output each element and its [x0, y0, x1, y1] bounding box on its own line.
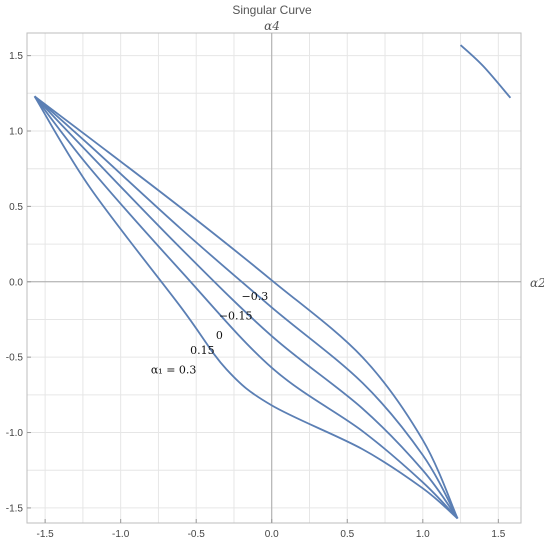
y-tick-label: -0.5	[6, 353, 24, 364]
x-tick-label: -1.5	[37, 529, 55, 540]
x-tick-label: -1.0	[112, 529, 130, 540]
x-tick-label: -0.5	[188, 529, 206, 540]
y-tick-label: 1.5	[9, 51, 23, 62]
curve-label-4: α₁ = 0.3	[151, 364, 197, 377]
y-tick-label: 0.0	[9, 277, 23, 288]
curve-series-2	[33, 95, 459, 520]
zero-axes	[27, 33, 521, 523]
y-axis-label: α4	[264, 19, 280, 33]
x-tick-label: 1.5	[491, 529, 505, 540]
curves	[33, 44, 512, 520]
grid-lines	[27, 33, 521, 523]
x-axis-label: α2	[530, 276, 544, 290]
y-tick-label: 0.5	[9, 202, 23, 213]
curve-series-5	[459, 44, 512, 99]
curve-series-3	[33, 95, 459, 520]
y-tick-label: -1.5	[6, 503, 24, 514]
x-tick-label: 0.5	[340, 529, 354, 540]
curve-labels: −0.3 −0.15 00.15 α₁ = 0.3	[151, 290, 268, 377]
curve-series-4	[33, 95, 459, 520]
curve-label-0: −0.3	[242, 290, 269, 303]
curve-series-1	[33, 95, 459, 519]
x-tick-label: 0.0	[265, 529, 279, 540]
y-tick-label: -1.0	[6, 428, 24, 439]
curve-label-1: −0.15	[219, 309, 253, 322]
plot-frame	[26, 32, 522, 524]
curve-label-3: 0.15	[190, 344, 215, 357]
x-tick-label: 1.0	[416, 529, 430, 540]
curve-series-0	[34, 95, 459, 519]
chart-title: Singular Curve	[232, 3, 312, 17]
tick-labels: -1.5 -1.0 -0.5 0.0 0.5 1.0 1.5 -1.5 -1.0 -0.5 0.0 0…	[6, 51, 506, 540]
curve-label-2: 0	[216, 329, 223, 342]
y-tick-label: 1.0	[9, 127, 23, 138]
